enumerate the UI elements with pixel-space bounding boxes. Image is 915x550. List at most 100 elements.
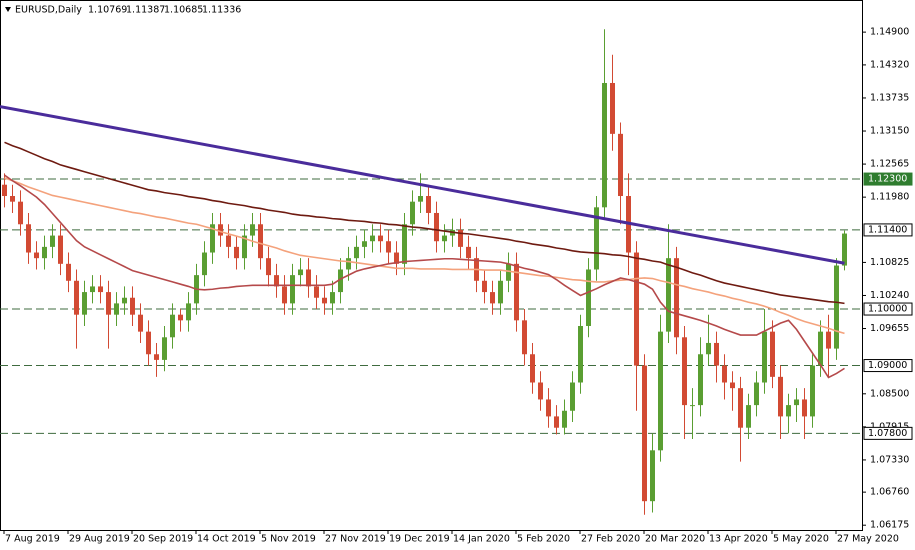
x-tick-label: 14 Jan 2020 <box>453 534 510 545</box>
candle-body <box>210 224 215 253</box>
candle-body <box>298 269 303 276</box>
candle-body <box>794 399 799 406</box>
candle-body <box>306 269 311 287</box>
y-tick-label: 1.09655 <box>870 323 909 334</box>
y-tick-label: 1.11980 <box>870 192 909 203</box>
level-label-box <box>863 302 913 316</box>
y-tick-label: 1.13735 <box>870 92 909 103</box>
candle-body <box>314 286 319 298</box>
x-tick-label: 5 Nov 2019 <box>261 534 316 545</box>
candle-body <box>434 212 439 242</box>
level-label-box <box>863 223 913 237</box>
trendline <box>0 105 845 265</box>
candle-body <box>730 382 735 389</box>
candle-body <box>10 196 15 202</box>
candle-body <box>554 416 559 428</box>
x-tick-label: 27 May 2020 <box>837 534 899 545</box>
open-price: 1.10769 <box>88 5 127 16</box>
candle-body <box>322 297 327 304</box>
candle-body <box>290 275 295 304</box>
candle-body <box>698 354 703 406</box>
candle-body <box>490 292 495 304</box>
candle-body <box>634 252 639 366</box>
candle-body <box>250 224 255 236</box>
candle-body <box>754 382 759 406</box>
candle-body <box>138 314 143 332</box>
candle-body <box>482 280 487 293</box>
candle-body <box>442 235 447 242</box>
candle-body <box>186 303 191 321</box>
candle-body <box>618 133 623 197</box>
level-label: 1.09000 <box>868 360 907 371</box>
candle-body <box>378 235 383 242</box>
candle-body <box>218 224 223 236</box>
y-tick-label: 1.06760 <box>870 487 909 498</box>
y-tick-label: 1.10825 <box>870 257 909 268</box>
y-tick-label: 1.14320 <box>870 59 909 70</box>
candle-body <box>98 286 103 293</box>
candle-body <box>282 286 287 304</box>
candle-body <box>706 342 711 355</box>
moving-average <box>4 177 845 335</box>
candle-body <box>818 331 823 366</box>
high-price: 1.11387 <box>126 5 165 16</box>
candle-body <box>258 224 263 259</box>
candle-body <box>738 388 743 428</box>
candle-body <box>66 263 71 281</box>
candle-body <box>802 399 807 417</box>
y-tick-label: 1.13150 <box>870 126 909 137</box>
candle-body <box>402 224 407 264</box>
candle-body <box>274 275 279 287</box>
candle-body <box>42 246 47 259</box>
y-tick-label: 1.10240 <box>870 290 909 301</box>
candle-body <box>370 235 375 242</box>
level-label: 1.12300 <box>868 174 907 185</box>
candle-body <box>658 331 663 451</box>
candle-body <box>810 365 815 417</box>
candle-body <box>170 314 175 338</box>
candle-body <box>410 201 415 225</box>
candle-body <box>826 331 831 349</box>
candle-body <box>546 399 551 417</box>
candle-body <box>570 382 575 411</box>
candle-body <box>2 184 7 197</box>
candle-body <box>674 258 679 338</box>
candle-body <box>50 235 55 247</box>
candle-body <box>562 410 567 428</box>
candle-body <box>522 320 527 355</box>
candle-body <box>426 196 431 213</box>
collapse-icon[interactable] <box>5 7 11 12</box>
x-tick-label: 27 Nov 2019 <box>325 534 386 545</box>
candle-body <box>130 297 135 315</box>
y-tick-label: 1.08500 <box>870 388 909 399</box>
candle-body <box>338 269 343 293</box>
candle-body <box>586 269 591 326</box>
candle-body <box>786 405 791 417</box>
candle-body <box>722 365 727 383</box>
candle-body <box>394 252 399 264</box>
candle-body <box>362 241 367 247</box>
low-price: 1.10685 <box>164 5 203 16</box>
candle-body <box>146 331 151 355</box>
candle-body <box>90 286 95 293</box>
candle-body <box>834 265 839 349</box>
candle-body <box>162 337 167 360</box>
candle-body <box>266 258 271 276</box>
candle-body <box>74 280 79 315</box>
moving-average <box>4 174 845 379</box>
candle-body <box>506 263 511 281</box>
candle-body <box>234 246 239 259</box>
level-label-box <box>863 172 913 186</box>
x-tick-label: 20 Sep 2019 <box>133 534 193 545</box>
candle-body <box>690 405 695 407</box>
candle-body <box>202 252 207 276</box>
x-tick-label: 20 Mar 2020 <box>645 534 705 545</box>
candle-body <box>578 325 583 383</box>
y-tick-label: 1.07330 <box>870 454 909 465</box>
candle-body <box>594 207 599 270</box>
candle-body <box>106 292 111 315</box>
close-price: 1.11336 <box>202 5 241 16</box>
candle-body <box>842 233 847 266</box>
